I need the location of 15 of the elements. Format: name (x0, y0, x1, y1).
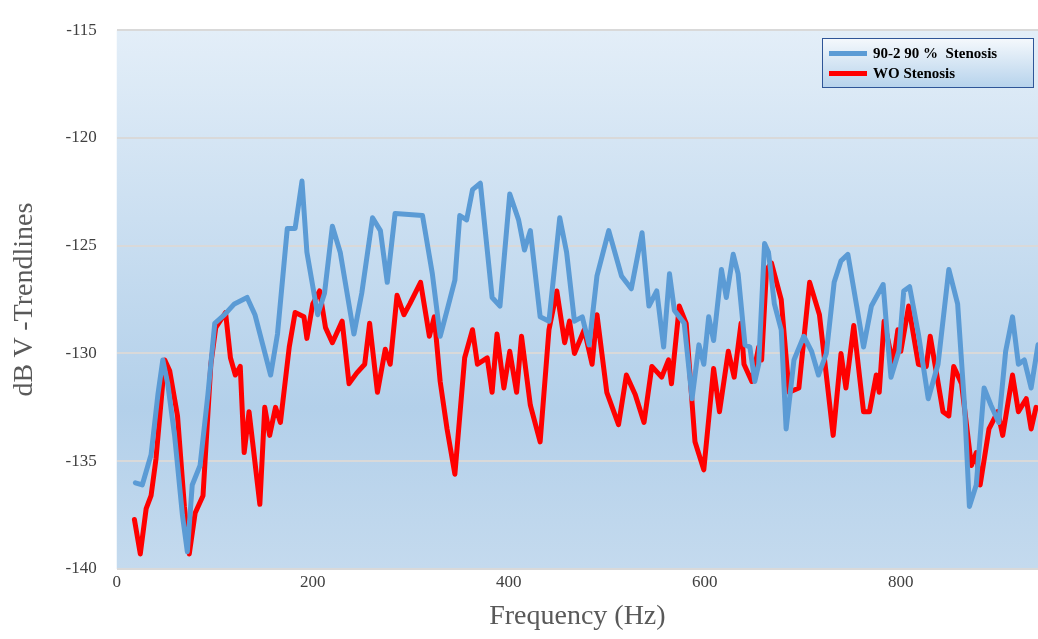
x-tick-label: 200 (300, 571, 326, 591)
y-axis-title: dB V -Trendlines (7, 202, 39, 397)
x-tick-label: 0 (112, 571, 122, 591)
y-tick-label: -135 (65, 450, 97, 470)
x-tick-label: 400 (496, 571, 522, 591)
legend-label: 90-2 90 % Stenosis (873, 44, 998, 62)
x-tick-label: 600 (692, 571, 718, 591)
x-tick-label: 800 (888, 571, 914, 591)
y-tick-label: -130 (65, 342, 97, 362)
y-tick-label: -125 (65, 235, 97, 255)
legend-label: WO Stenosis (873, 64, 956, 82)
y-tick-label: -115 (66, 19, 97, 39)
y-tick-label: -140 (65, 558, 97, 578)
y-tick-label: -120 (65, 127, 97, 147)
x-axis-title: Frequency (Hz) (489, 598, 666, 630)
